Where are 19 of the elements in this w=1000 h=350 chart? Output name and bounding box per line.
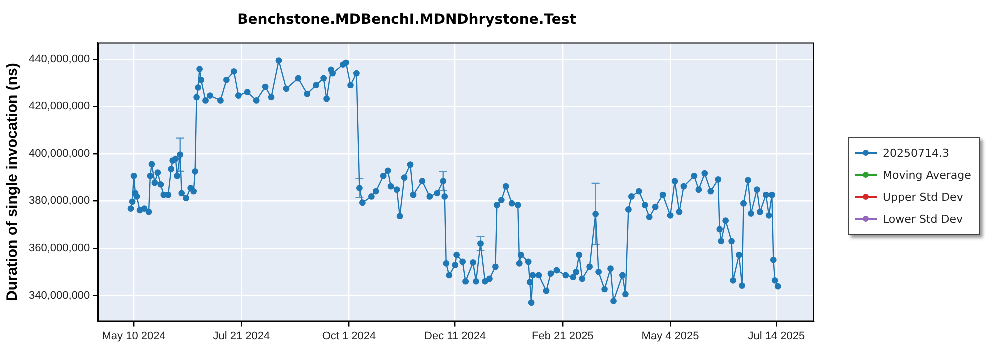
y-tick-label: 340,000,000 <box>29 290 90 302</box>
legend-label: Upper Std Dev <box>883 190 964 204</box>
x-tick-label: May 4 2025 <box>642 330 700 342</box>
y-tick-label: 420,000,000 <box>29 100 90 113</box>
y-tick-label: 440,000,000 <box>29 53 90 66</box>
y-tick-label: 380,000,000 <box>29 195 90 208</box>
x-tick-label: Dec 11 2024 <box>424 330 486 342</box>
legend-label: Lower Std Dev <box>883 212 963 226</box>
x-tick-label: Oct 1 2024 <box>322 330 376 342</box>
x-tick-label: Jul 21 2024 <box>213 330 270 342</box>
y-axis-title: Duration of single invocation (ns) <box>4 63 22 302</box>
x-tick-label: Jul 14 2025 <box>748 330 806 342</box>
x-tick-label: May 10 2024 <box>102 330 166 342</box>
legend-label: Moving Average <box>883 168 972 182</box>
y-tick-label: 360,000,000 <box>29 242 90 255</box>
y-tick-label: 400,000,000 <box>29 148 90 160</box>
legend-label: 20250714.3 <box>883 146 950 160</box>
x-tick-label: Feb 21 2025 <box>532 330 594 342</box>
chart-title: Benchstone.MDBenchI.MDNDhrystone.Test <box>238 12 577 28</box>
